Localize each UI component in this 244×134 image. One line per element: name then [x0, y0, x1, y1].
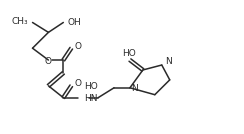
Text: CH₃: CH₃ [12, 17, 29, 26]
Text: HO: HO [84, 82, 98, 91]
Text: N: N [131, 84, 138, 93]
Text: O: O [74, 42, 81, 51]
Text: HO: HO [122, 49, 136, 58]
Text: OH: OH [67, 18, 81, 27]
Text: N: N [165, 57, 172, 66]
Text: O: O [45, 57, 52, 66]
Text: O: O [74, 79, 81, 88]
Text: HN: HN [84, 94, 98, 103]
